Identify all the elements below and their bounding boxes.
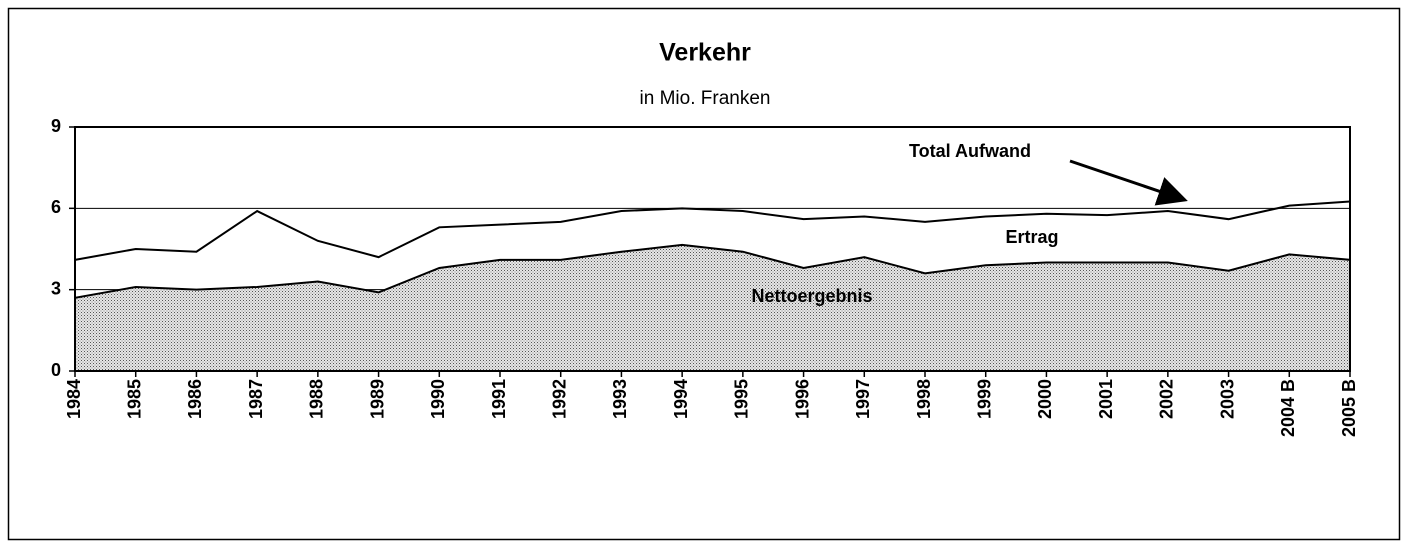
x-tick-label: 2003 <box>1217 379 1237 419</box>
plot-border <box>74 126 1351 372</box>
x-tick-label: 1998 <box>914 379 934 419</box>
x-tick-label: 1988 <box>307 379 327 419</box>
x-tick-label: 2002 <box>1157 379 1177 419</box>
x-tick-label: 1989 <box>367 379 387 419</box>
chart-subtitle: in Mio. Franken <box>640 88 771 109</box>
x-tick-label: 1997 <box>853 379 873 419</box>
x-tick-label: 1999 <box>974 379 994 419</box>
x-tick-label: 1995 <box>732 379 752 419</box>
x-tick-label: 2004 B <box>1278 379 1298 437</box>
x-tick-label: 1990 <box>428 379 448 419</box>
y-tick-label: 6 <box>51 197 61 217</box>
x-tick-label: 1984 <box>64 379 84 419</box>
y-tick-label: 3 <box>51 278 61 298</box>
x-tick-label: 2000 <box>1035 379 1055 419</box>
x-tick-label: 1985 <box>124 379 144 419</box>
y-tick-label: 9 <box>51 116 61 136</box>
arrow <box>1069 159 1188 206</box>
area <box>74 243 1351 372</box>
annotation: Ertrag <box>1005 227 1058 247</box>
chart-title: Verkehr <box>659 39 751 67</box>
x-tick-label: 1991 <box>489 379 509 419</box>
x-tick-label: 2005 B <box>1339 379 1359 437</box>
series-label: Total Aufwand <box>909 141 1031 161</box>
x-tick-label: 1986 <box>185 379 205 419</box>
x-tick-label: 1996 <box>792 379 812 419</box>
line <box>74 200 1351 261</box>
x-tick-label: 1993 <box>610 379 630 419</box>
series-label: Nettoergebnis <box>751 286 872 306</box>
x-tick-label: 1994 <box>671 379 691 419</box>
x-tick-label: 1987 <box>246 379 266 419</box>
x-tick-label: 1992 <box>549 379 569 419</box>
x-tick-label: 2001 <box>1096 379 1116 419</box>
y-tick-label: 0 <box>51 360 61 380</box>
